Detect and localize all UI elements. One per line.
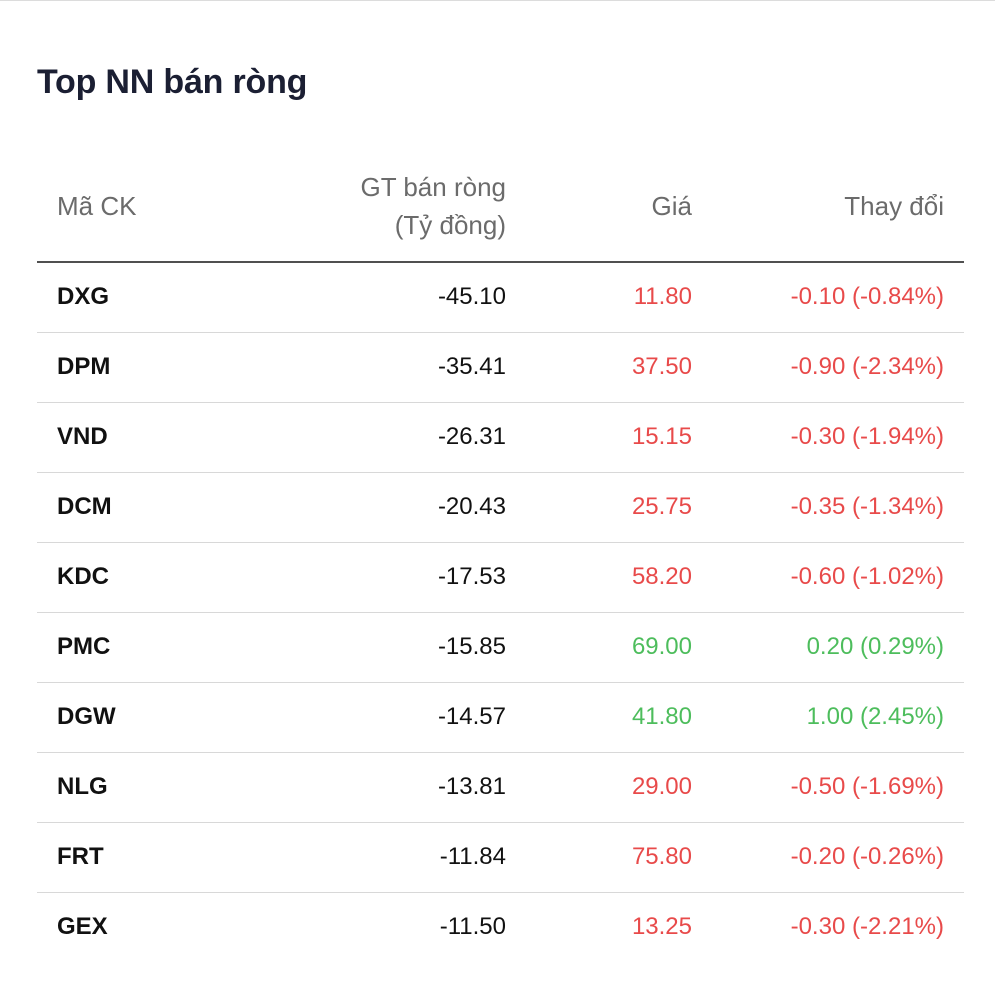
price: 25.75 xyxy=(526,472,712,543)
net-sell-value: -26.31 xyxy=(237,402,526,473)
change: -0.10 (-0.84%) xyxy=(712,262,964,333)
table-row[interactable]: GEX -11.50 13.25 -0.30 (-2.21%) xyxy=(37,892,964,962)
price: 29.00 xyxy=(526,752,712,823)
stock-code[interactable]: DCM xyxy=(37,472,237,543)
table-body: DXG -45.10 11.80 -0.10 (-0.84%) DPM -35.41 37.… xyxy=(37,262,964,962)
net-sell-value: -14.57 xyxy=(237,682,526,753)
table-row[interactable]: KDC -17.53 58.20 -0.60 (-1.02%) xyxy=(37,542,964,613)
change: -0.30 (-1.94%) xyxy=(712,402,964,473)
price: 11.80 xyxy=(526,262,712,333)
table-row[interactable]: FRT -11.84 75.80 -0.20 (-0.26%) xyxy=(37,822,964,893)
net-sell-value: -15.85 xyxy=(237,612,526,683)
stock-code[interactable]: PMC xyxy=(37,612,237,683)
table-row[interactable]: DGW -14.57 41.80 1.00 (2.45%) xyxy=(37,682,964,753)
net-sell-value: -11.50 xyxy=(439,913,506,941)
table-header: Mã CK GT bán ròng (Tỷ đồng) Giá Thay đổi xyxy=(37,151,964,263)
header-code[interactable]: Mã CK xyxy=(37,151,237,263)
table-row[interactable]: DCM -20.43 25.75 -0.35 (-1.34%) xyxy=(37,472,964,543)
price: 58.20 xyxy=(526,542,712,613)
price: 15.15 xyxy=(526,402,712,473)
stock-code[interactable]: FRT xyxy=(37,822,237,893)
stock-code[interactable]: GEX xyxy=(57,913,108,941)
stock-code[interactable]: NLG xyxy=(37,752,237,823)
stock-code[interactable]: VND xyxy=(37,402,237,473)
change: -0.20 (-0.26%) xyxy=(712,822,964,893)
header-price[interactable]: Giá xyxy=(526,151,712,263)
header-net-value-line1: GT bán ròng xyxy=(360,172,506,202)
net-sell-value: -13.81 xyxy=(237,752,526,823)
net-sell-value: -45.10 xyxy=(237,262,526,333)
price: 41.80 xyxy=(526,682,712,753)
header-net-value-line2: (Tỷ đồng) xyxy=(394,210,506,240)
table-row[interactable]: DXG -45.10 11.80 -0.10 (-0.84%) xyxy=(37,262,964,333)
stock-code[interactable]: DGW xyxy=(37,682,237,753)
stock-code[interactable]: DPM xyxy=(37,332,237,403)
net-sell-value: -20.43 xyxy=(237,472,526,543)
price: 37.50 xyxy=(526,332,712,403)
change: 0.20 (0.29%) xyxy=(712,612,964,683)
change: -0.60 (-1.02%) xyxy=(712,542,964,613)
table-row[interactable]: DPM -35.41 37.50 -0.90 (-2.34%) xyxy=(37,332,964,403)
change: -0.90 (-2.34%) xyxy=(712,332,964,403)
table-row[interactable]: VND -26.31 15.15 -0.30 (-1.94%) xyxy=(37,402,964,473)
header-change[interactable]: Thay đổi xyxy=(712,151,964,263)
change: -0.35 (-1.34%) xyxy=(712,472,964,543)
stock-code[interactable]: DXG xyxy=(37,262,237,333)
net-sell-value: -11.84 xyxy=(237,822,526,893)
net-sell-value: -35.41 xyxy=(237,332,526,403)
change: 1.00 (2.45%) xyxy=(712,682,964,753)
card-title: Top NN bán ròng xyxy=(37,63,308,101)
change: -0.50 (-1.69%) xyxy=(712,752,964,823)
price: 13.25 xyxy=(631,913,692,941)
net-sell-value: -17.53 xyxy=(237,542,526,613)
net-sell-table: Mã CK GT bán ròng (Tỷ đồng) Giá Thay đổi… xyxy=(37,151,964,962)
change: -0.30 (-2.21%) xyxy=(790,913,944,941)
table-row[interactable]: NLG -13.81 29.00 -0.50 (-1.69%) xyxy=(37,752,964,823)
stock-code[interactable]: KDC xyxy=(37,542,237,613)
price: 75.80 xyxy=(526,822,712,893)
price: 69.00 xyxy=(526,612,712,683)
table-row[interactable]: PMC -15.85 69.00 0.20 (0.29%) xyxy=(37,612,964,683)
header-net-value[interactable]: GT bán ròng (Tỷ đồng) xyxy=(237,151,526,263)
